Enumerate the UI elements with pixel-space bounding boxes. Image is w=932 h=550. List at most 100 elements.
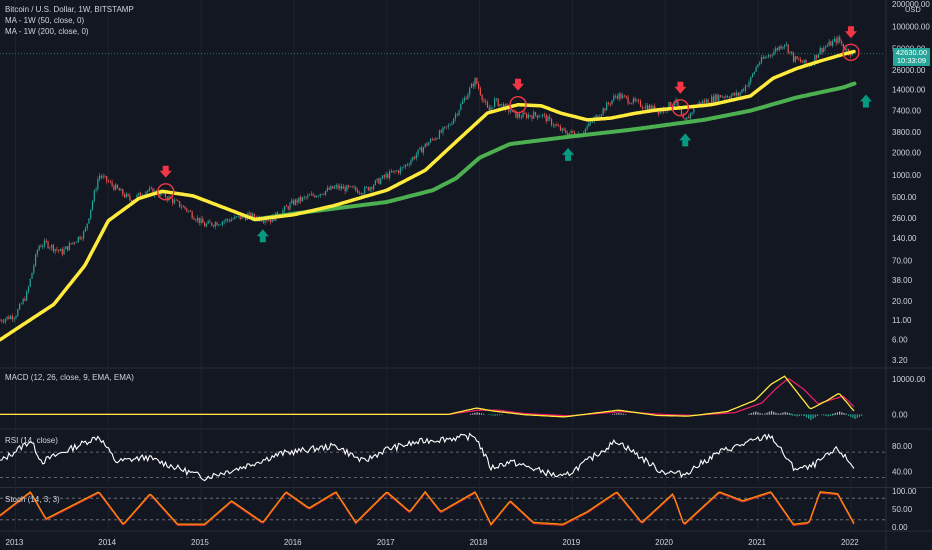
candle-body (677, 99, 679, 106)
rsi-line (0, 432, 855, 482)
candle-body (357, 189, 359, 194)
candle-body (486, 102, 489, 108)
candle-body (501, 103, 503, 105)
candle-body (232, 218, 234, 220)
candle-body (326, 187, 328, 191)
candle-body (123, 194, 126, 198)
candle-body (687, 117, 690, 119)
candle-body (561, 128, 563, 131)
candle-body (657, 110, 659, 114)
candle-body (419, 147, 421, 150)
candle-body (321, 193, 323, 195)
candle-body (234, 216, 236, 219)
candle-body (510, 111, 512, 113)
candle-body (0, 320, 1, 321)
rsi-panel[interactable] (0, 432, 885, 482)
candle-body (449, 124, 451, 126)
candle-body (152, 188, 154, 195)
macd-histogram-bar (616, 413, 618, 415)
candle-body (269, 219, 272, 223)
macd-histogram-bar (812, 414, 814, 419)
candle-body (442, 127, 444, 133)
candle-body (716, 94, 718, 101)
price-panel[interactable] (0, 26, 885, 342)
candle-body (344, 186, 346, 192)
candle-body (846, 48, 848, 51)
macd-histogram-bar (831, 414, 834, 416)
stoch-tick-label: 100.00 (892, 487, 917, 496)
candle-body (787, 44, 789, 53)
candle-body (323, 194, 325, 196)
candle-body (451, 123, 453, 125)
rsi-tick-label: 40.00 (892, 467, 913, 476)
candle-body (445, 126, 448, 128)
candle-body (725, 96, 727, 98)
candle-body (606, 102, 608, 111)
candle-body (52, 244, 54, 252)
macd-panel[interactable] (0, 375, 863, 420)
candle-body (467, 94, 469, 100)
candle-body (565, 130, 567, 134)
time-tick-label: 2020 (655, 538, 673, 547)
stoch-panel[interactable] (0, 490, 885, 527)
candle-body (342, 186, 344, 189)
candle-body (175, 199, 177, 201)
candle-body (244, 216, 247, 220)
candle-body (622, 95, 624, 99)
candle-body (597, 115, 599, 119)
macd-histogram-bar (791, 413, 793, 415)
candle-body (330, 186, 332, 190)
candle-body (769, 54, 771, 56)
candle-body (285, 206, 288, 207)
macd-histogram-bar (501, 414, 503, 415)
candle-body (45, 240, 47, 242)
candle-body (839, 37, 841, 42)
candle-body (428, 142, 430, 146)
candle-body (641, 106, 643, 108)
candle-body (801, 61, 803, 63)
candle-body (673, 102, 675, 106)
buy-arrow-icon (679, 133, 692, 147)
macd-histogram-bar (820, 414, 823, 416)
candle-body (693, 106, 695, 113)
macd-tick-label: 10000.00 (892, 375, 926, 384)
candle-body (618, 93, 620, 99)
candle-body (115, 184, 117, 190)
candle-body (111, 181, 113, 186)
candle-body (718, 95, 720, 101)
bar-countdown: 10:33:09 (896, 56, 927, 65)
candle-body (826, 45, 828, 47)
candle-body (333, 186, 336, 189)
candle-body (723, 96, 725, 98)
candle-body (296, 199, 298, 203)
candle-body (17, 309, 19, 317)
macd-histogram-bar (792, 414, 794, 416)
candle-body (291, 200, 293, 204)
candle-body (488, 107, 490, 111)
sell-arrow-icon (844, 26, 857, 39)
macd-histogram-bar (766, 412, 768, 415)
candle-body (513, 109, 515, 111)
candle-body (647, 105, 649, 111)
candle-body (524, 112, 526, 114)
macd-histogram-bar (784, 411, 786, 415)
candle-body (682, 114, 684, 119)
candle-body (534, 112, 537, 116)
macd-histogram-bar (856, 414, 858, 418)
candle-body (837, 37, 839, 43)
candle-body (794, 56, 796, 62)
candle-body (236, 216, 238, 218)
macd-histogram-bar (850, 414, 852, 417)
macd-histogram-bar (757, 412, 759, 415)
candle-body (495, 98, 497, 100)
candle-body (106, 176, 108, 182)
candle-body (751, 74, 754, 77)
candle-body (310, 193, 312, 196)
candle-body (166, 197, 168, 201)
time-tick-label: 2021 (748, 538, 766, 547)
candle-body (339, 185, 341, 189)
candle-body (639, 100, 642, 107)
candle-body (380, 178, 382, 184)
candle-body (703, 100, 706, 103)
